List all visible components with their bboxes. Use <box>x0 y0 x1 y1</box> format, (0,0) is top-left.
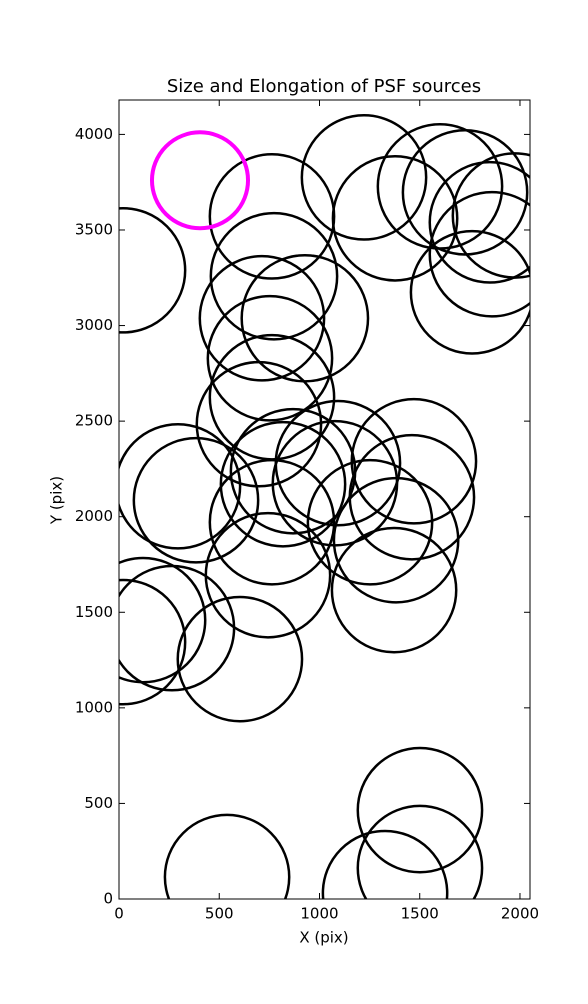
psf-source <box>356 804 484 899</box>
psf-source <box>163 813 291 899</box>
psf-source <box>428 160 530 284</box>
psf-source <box>149 130 251 231</box>
psf-source <box>119 206 187 334</box>
y-tick-label: 0 <box>103 890 113 908</box>
x-tick-label: 0 <box>114 905 124 923</box>
y-tick-label: 1500 <box>75 603 113 621</box>
plot-frame <box>118 99 531 900</box>
psf-source <box>176 595 304 723</box>
y-axis-label: Y (pix) <box>48 476 66 525</box>
x-tick-label: 1500 <box>401 905 439 923</box>
psf-source <box>300 114 428 241</box>
psf-source <box>451 152 530 279</box>
chart-title: Size and Elongation of PSF sources <box>167 76 481 97</box>
psf-source <box>428 190 530 318</box>
psf-source <box>306 458 434 586</box>
psf-source <box>209 211 339 341</box>
psf-source <box>119 564 236 692</box>
psf-source <box>132 436 260 564</box>
psf-source <box>119 578 187 706</box>
psf-source <box>356 746 484 874</box>
y-tick-label: 3000 <box>75 316 113 334</box>
psf-source <box>331 154 459 282</box>
x-tick-label: 2000 <box>501 905 539 923</box>
y-tick-label: 4000 <box>75 125 113 143</box>
psf-source <box>206 294 334 422</box>
y-tick-label: 500 <box>84 794 113 812</box>
psf-source <box>195 360 323 488</box>
y-tick-label: 3500 <box>75 220 113 238</box>
x-axis-label: X (pix) <box>299 929 348 947</box>
psf-source <box>332 476 460 604</box>
y-tick-label: 1000 <box>75 698 113 716</box>
y-tick-label: 2500 <box>75 412 113 430</box>
x-tick-label: 500 <box>205 905 234 923</box>
psf-source <box>401 128 529 256</box>
psf-source <box>321 829 449 899</box>
psf-source <box>198 254 326 382</box>
psf-source <box>219 420 347 548</box>
x-tick-label: 1000 <box>300 905 338 923</box>
psf-source <box>119 422 242 550</box>
psf-source <box>409 229 530 355</box>
psf-source <box>208 458 336 586</box>
psf-source <box>348 433 476 561</box>
y-tick-label: 2000 <box>75 507 113 525</box>
psf-source <box>330 526 458 654</box>
psf-source <box>376 123 504 250</box>
psf-source <box>350 397 478 525</box>
plot-area <box>119 114 530 899</box>
psf-source <box>204 511 332 639</box>
